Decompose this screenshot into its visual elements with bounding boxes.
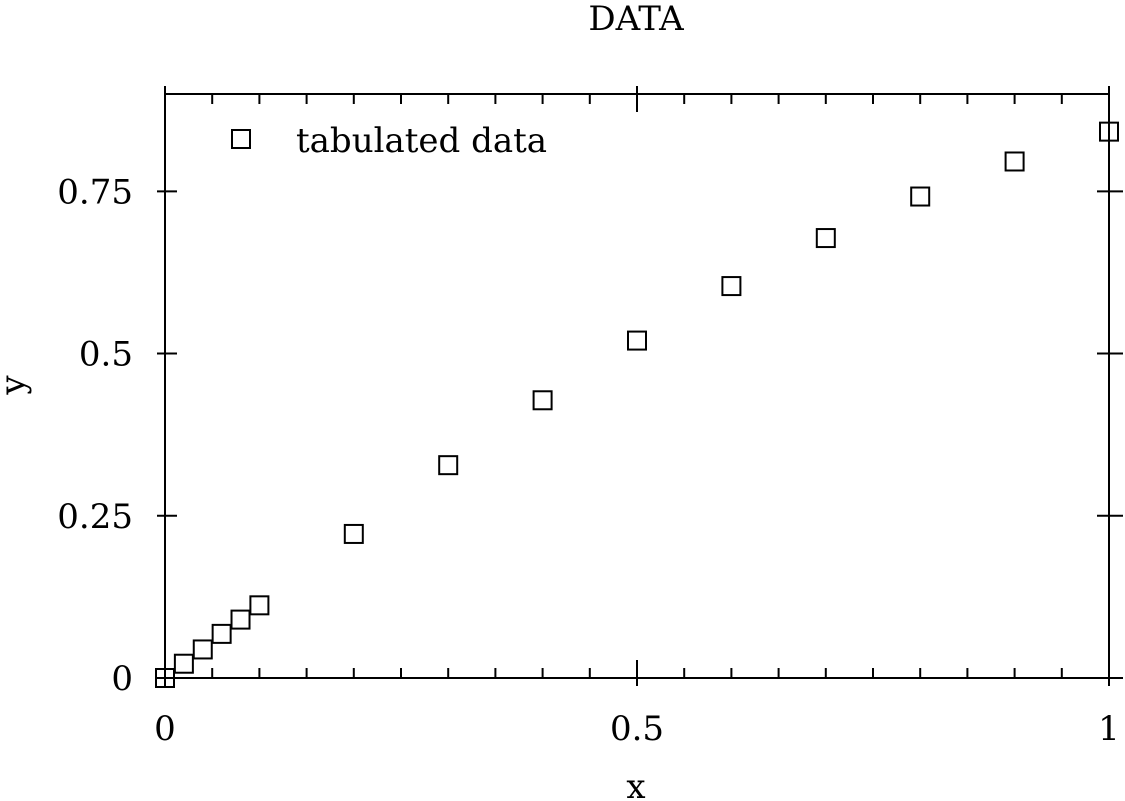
data-point [249, 595, 270, 616]
data-point [1099, 121, 1119, 142]
data-point [438, 455, 459, 476]
data-point [230, 609, 251, 630]
data-point [532, 390, 553, 411]
x-tick-label: 1 [1098, 709, 1120, 749]
data-point [910, 186, 931, 207]
data-point [343, 523, 364, 544]
y-axis-label: y [0, 375, 33, 396]
plot-frame [164, 93, 1110, 679]
x-tick-labels: 0 0.5 1 [154, 709, 1120, 749]
x-tick-label: 0 [154, 709, 176, 749]
data-point [721, 276, 742, 297]
y-tick-label: 0 [111, 659, 133, 699]
data-point [155, 668, 175, 688]
y-tick-labels: 0 0.25 0.5 0.75 [57, 172, 133, 699]
y-tick-label: 0.75 [57, 172, 133, 212]
y-tick-label: 0.5 [79, 335, 133, 375]
data-point [627, 330, 647, 351]
data-point [211, 623, 232, 644]
y-tick-label: 0.25 [57, 497, 133, 537]
data-point [173, 653, 194, 674]
data-point [1004, 151, 1025, 172]
axis-ticks [157, 86, 1123, 686]
chart-title: DATA [588, 0, 684, 39]
x-tick-label: 0.5 [610, 709, 664, 749]
data-point [192, 639, 213, 660]
data-point [815, 228, 836, 249]
legend-label: tabulated data [296, 121, 547, 161]
x-axis-label: x [626, 767, 645, 801]
legend: tabulated data [231, 121, 547, 161]
data-points [155, 121, 1119, 688]
legend-marker [231, 129, 251, 149]
